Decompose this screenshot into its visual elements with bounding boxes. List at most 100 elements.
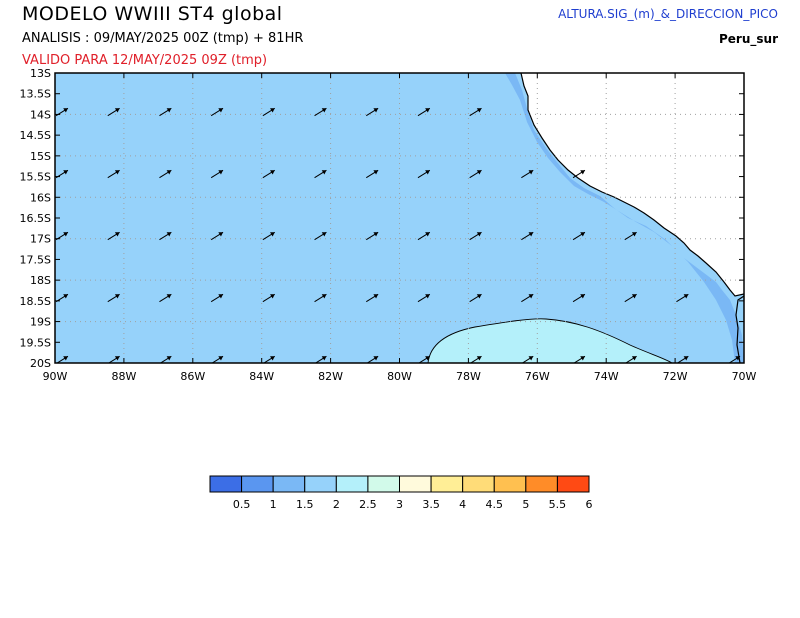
- lat-label: 13.5S: [20, 88, 51, 101]
- colorbar: 0.5 1 1.5 2 2.5 3 3.5 4 4.5 5 5.5 6: [209, 475, 593, 511]
- wave-direction-arrow-icon: [365, 231, 379, 241]
- latitude-labels: 13S 13.5S 14S 14.5S 15S 15.5S 16S 16.5S 17S 17.5S…: [20, 67, 51, 370]
- wave-direction-arrow-icon: [159, 107, 172, 117]
- wave-direction-arrow-icon: [572, 293, 586, 303]
- lat-label: 18.5S: [20, 295, 51, 308]
- colorbar-label: 3: [396, 498, 403, 511]
- colorbar-label: 5.5: [549, 498, 567, 511]
- wave-direction-arrow-icon: [107, 231, 120, 241]
- wave-direction-arrow-icon: [262, 412, 277, 424]
- colorbar-swatch: [493, 475, 527, 493]
- colorbar-label: 4: [459, 498, 466, 511]
- wave-direction-arrow-icon: [365, 293, 379, 303]
- wave-direction-arrow-icon: [572, 231, 586, 241]
- colorbar-label: 6: [586, 498, 593, 511]
- colorbar-swatch: [367, 475, 400, 493]
- lon-label: 90W: [43, 370, 68, 383]
- wave-direction-arrow-icon: [469, 169, 482, 179]
- wave-direction-arrow-icon: [417, 412, 432, 424]
- wave-direction-arrow-icon: [469, 107, 482, 117]
- wave-direction-arrow-icon: [314, 107, 327, 117]
- wave-direction-arrow-icon: [365, 169, 379, 179]
- wave-direction-arrow-icon: [417, 231, 431, 241]
- wave-direction-arrow-icon: [210, 107, 224, 117]
- wave-direction-arrow-icon: [159, 169, 172, 179]
- wave-direction-arrow-icon: [468, 412, 483, 424]
- lon-label: 86W: [180, 370, 205, 383]
- analysis-time: ANALISIS : 09/MAY/2025 00Z (tmp) + 81HR: [22, 31, 304, 46]
- lat-label: 14S: [30, 108, 51, 121]
- colorbar-label: 2.5: [359, 498, 377, 511]
- valid-time: VALIDO PARA 12/MAY/2025 09Z (tmp): [22, 53, 268, 68]
- colorbar-label: 3.5: [422, 498, 440, 511]
- lat-label: 15S: [30, 150, 51, 163]
- wave-direction-arrow-icon: [107, 169, 120, 179]
- wave-direction-arrow-icon: [159, 231, 172, 241]
- lon-label: 72W: [663, 370, 688, 383]
- wave-direction-arrow-icon: [159, 293, 172, 303]
- wave-direction-arrow-icon: [521, 231, 534, 241]
- lat-label: 20S: [30, 357, 51, 370]
- wave-direction-arrow-icon: [107, 293, 120, 303]
- lat-label: 13S: [30, 67, 51, 80]
- wave-direction-arrow-icon: [55, 412, 70, 424]
- colorbar-swatch: [272, 475, 306, 493]
- wave-direction-arrow-icon: [521, 169, 534, 179]
- wave-direction-arrow-icon: [314, 231, 327, 241]
- wave-direction-arrow-icon: [417, 169, 431, 179]
- land-area: [521, 73, 744, 296]
- colorbar-swatch: [430, 475, 464, 493]
- colorbar-swatch: [241, 475, 274, 493]
- colorbar-swatch: [556, 475, 590, 493]
- colorbar-label: 0.5: [233, 498, 251, 511]
- wave-direction-arrow-icon: [365, 412, 380, 424]
- lon-label: 88W: [111, 370, 136, 383]
- wave-direction-arrow-icon: [158, 412, 173, 424]
- wave-direction-arrow-icon: [262, 293, 276, 303]
- lat-label: 18S: [30, 274, 51, 287]
- region-name: Peru_sur: [719, 32, 778, 46]
- colorbar-swatch: [304, 475, 337, 493]
- colorbar-swatch: [462, 475, 495, 493]
- colorbar-swatch: [209, 475, 243, 493]
- colorbar-label: 4.5: [486, 498, 504, 511]
- wave-direction-arrow-icon: [469, 293, 482, 303]
- map-grid: [55, 73, 744, 363]
- coastline: [520, 73, 744, 363]
- wave-direction-arrow-icon: [262, 107, 276, 117]
- colorbar-label: 1.5: [296, 498, 314, 511]
- wave-band-2-2-5: [428, 318, 672, 363]
- wave-direction-arrow-icon: [417, 293, 431, 303]
- lon-label: 78W: [456, 370, 481, 383]
- wave-direction-arrow-icon: [210, 293, 224, 303]
- chart-title: MODELO WWIII ST4 global: [22, 3, 283, 25]
- wave-direction-arrow-icon: [365, 107, 379, 117]
- lat-label: 19.5S: [20, 336, 51, 349]
- lon-label: 80W: [387, 370, 412, 383]
- colorbar-label: 2: [333, 498, 340, 511]
- lon-label: 84W: [249, 370, 274, 383]
- lat-label: 17S: [30, 233, 51, 246]
- wave-direction-arrow-icon: [469, 231, 482, 241]
- wave-direction-arrow-icon: [623, 412, 638, 424]
- lat-label: 19S: [30, 316, 51, 329]
- wave-direction-arrow-icon: [314, 293, 327, 303]
- lat-label: 16.5S: [20, 212, 51, 225]
- wave-direction-arrow-icon: [572, 412, 587, 424]
- wave-height-contour: [427, 318, 673, 363]
- colorbar-label: 1: [270, 498, 277, 511]
- colorbar-swatch: [525, 475, 558, 493]
- wave-direction-arrow-icon: [624, 231, 637, 241]
- lat-label: 15.5S: [20, 171, 51, 184]
- wave-direction-arrow-icon: [521, 293, 534, 303]
- wave-direction-arrow-icon: [572, 169, 586, 179]
- wave-direction-arrow-icon: [520, 412, 535, 424]
- axis-ticks: [54, 72, 745, 364]
- colorbar-swatch: [399, 475, 432, 493]
- lat-label: 17.5S: [20, 253, 51, 266]
- wave-direction-arrow-icon: [676, 293, 689, 303]
- wave-direction-arrow-icon: [210, 412, 225, 424]
- colorbar-label: 5: [522, 498, 529, 511]
- longitude-labels: 90W 88W 86W 84W 82W 80W 78W 76W 74W 72W 70W: [43, 370, 757, 383]
